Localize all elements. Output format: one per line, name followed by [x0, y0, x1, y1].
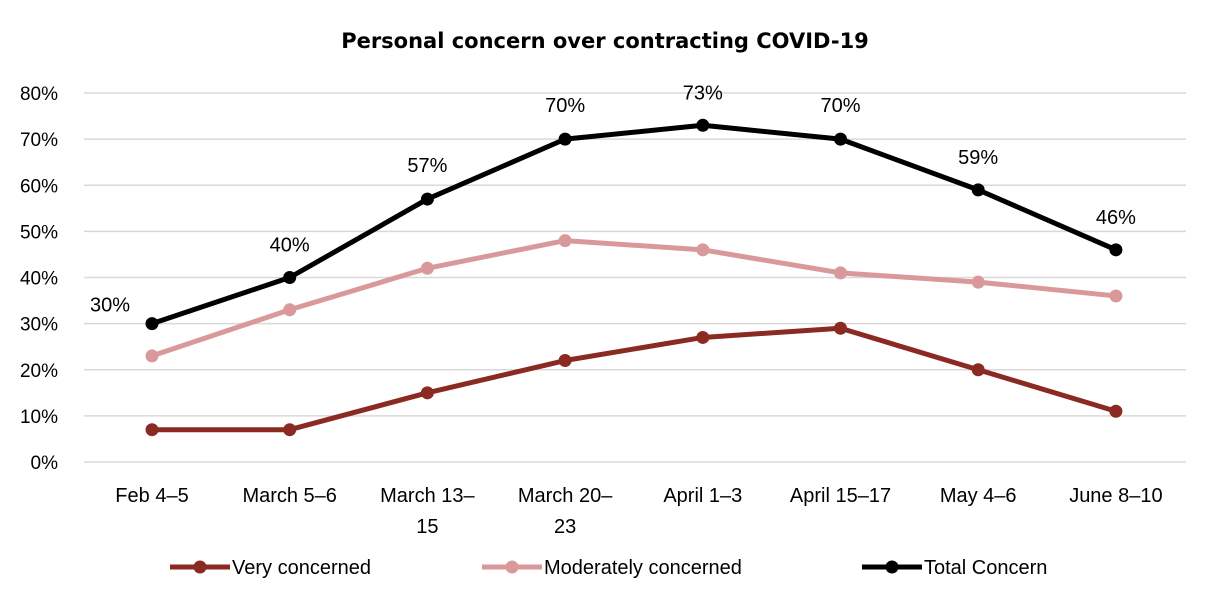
data-point [1109, 289, 1123, 303]
x-tick-label: June 8–10 [1069, 485, 1162, 507]
legend-item: Total Concern [862, 557, 1047, 579]
data-point [558, 132, 572, 146]
data-point [558, 354, 572, 368]
data-label: 40% [270, 235, 310, 257]
legend-label: Total Concern [924, 557, 1047, 579]
y-tick-label: 40% [20, 269, 58, 290]
y-tick-label: 0% [31, 453, 59, 474]
data-point [145, 423, 159, 437]
data-label: 73% [683, 82, 723, 104]
y-tick-label: 70% [20, 130, 58, 151]
x-tick-label: May 4–6 [940, 485, 1017, 507]
data-point [1109, 243, 1123, 257]
x-tick-label: March 5–6 [242, 485, 337, 507]
data-label: 30% [90, 295, 130, 317]
data-point [971, 275, 985, 289]
data-label: 59% [958, 147, 998, 169]
data-point [696, 243, 710, 257]
series-very-concerned [145, 321, 1123, 437]
series-lines [145, 118, 1123, 437]
data-point [145, 349, 159, 363]
y-axis-ticks: 0% 10% 20% 30% 40% 50% 60% 70% 80% [20, 84, 58, 474]
y-tick-label: 80% [20, 84, 58, 105]
series-line [152, 325, 1117, 433]
x-axis-ticks: Feb 4–5 March 5–6 March 13– 15 March 20– 23 Ap… [115, 485, 1162, 538]
legend: Very concerned Moderately concerned Total … [170, 557, 1047, 579]
x-tick-label: April 15–17 [790, 485, 891, 507]
y-tick-label: 20% [20, 361, 58, 382]
data-point [1109, 404, 1123, 418]
legend-marker [505, 560, 519, 574]
x-tick-label: Feb 4–5 [115, 485, 188, 507]
data-point [283, 423, 297, 437]
data-point [420, 192, 434, 206]
legend-marker [193, 560, 207, 574]
gridlines [84, 92, 1186, 463]
data-labels: 30% 40% 57% 70% 73% 70% 59% 46% [90, 82, 1136, 316]
data-point [834, 132, 847, 146]
data-point [145, 317, 159, 331]
legend-item: Very concerned [170, 557, 371, 579]
data-point [283, 271, 297, 284]
data-point [558, 234, 572, 248]
y-tick-label: 50% [20, 222, 58, 243]
data-point [420, 386, 434, 400]
chart-title: Personal concern over contracting COVID-… [341, 29, 869, 53]
data-point [971, 363, 985, 377]
data-point [696, 118, 710, 132]
data-point [696, 330, 710, 344]
data-point [420, 261, 434, 275]
y-tick-label: 30% [20, 315, 58, 336]
x-tick-label: April 1–3 [663, 485, 742, 507]
data-label: 46% [1096, 207, 1136, 229]
legend-marker [885, 560, 899, 574]
data-label: 70% [820, 95, 860, 117]
series-total-concern [145, 118, 1123, 331]
series-line [151, 122, 1117, 326]
legend-item: Moderately concerned [482, 557, 742, 579]
data-point [834, 321, 847, 335]
data-label: 57% [407, 155, 447, 177]
data-point [283, 303, 297, 317]
series-moderately-concerned [145, 234, 1123, 363]
x-tick-label: March 13– 15 [380, 485, 475, 538]
legend-label: Very concerned [232, 557, 371, 579]
y-tick-label: 60% [20, 176, 58, 197]
x-tick-label: March 20– 23 [518, 485, 613, 538]
data-point [971, 183, 985, 197]
legend-label: Moderately concerned [544, 557, 742, 579]
series-line [151, 238, 1117, 359]
data-point [834, 266, 847, 280]
y-tick-label: 10% [20, 407, 58, 428]
data-label: 70% [545, 95, 585, 117]
